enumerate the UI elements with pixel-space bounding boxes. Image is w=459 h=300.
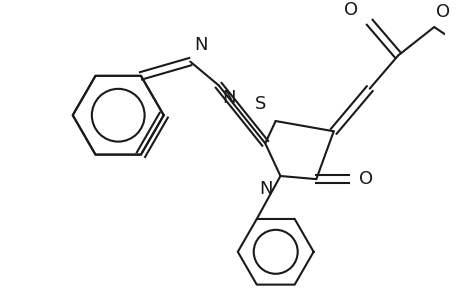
Text: O: O [358, 170, 372, 188]
Text: O: O [343, 1, 358, 19]
Text: N: N [222, 89, 235, 107]
Text: O: O [435, 3, 449, 21]
Text: N: N [259, 180, 272, 198]
Text: S: S [254, 95, 266, 113]
Text: N: N [194, 36, 207, 54]
